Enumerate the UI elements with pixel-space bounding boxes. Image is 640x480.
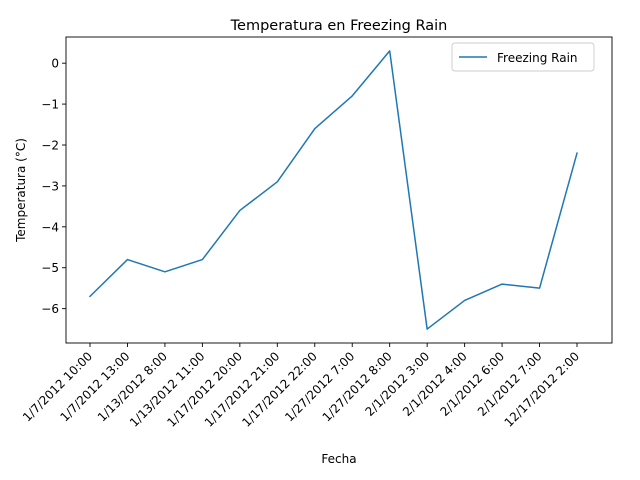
chart-title: Temperatura en Freezing Rain [230, 18, 448, 34]
y-tick-label: 0 [51, 57, 59, 71]
series-layer [88, 50, 578, 330]
y-tick-label: −6 [41, 302, 59, 316]
legend: Freezing Rain [451, 42, 595, 72]
y-axis: 0 −1 −2 −3 −4 −5 −6 [41, 57, 66, 316]
y-tick-label: −1 [41, 98, 59, 112]
y-tick-label: −3 [41, 179, 59, 193]
legend-frame [451, 42, 595, 72]
plot-frame [65, 36, 613, 344]
x-axis-label: Fecha [321, 452, 356, 466]
legend-label: Freezing Rain [497, 51, 578, 65]
series-line [88, 50, 578, 330]
y-tick-label: −4 [41, 220, 59, 234]
y-axis-label: Temperatura (°C) [14, 138, 28, 243]
y-tick-label: −2 [41, 139, 59, 153]
y-tick-label: −5 [41, 261, 59, 275]
